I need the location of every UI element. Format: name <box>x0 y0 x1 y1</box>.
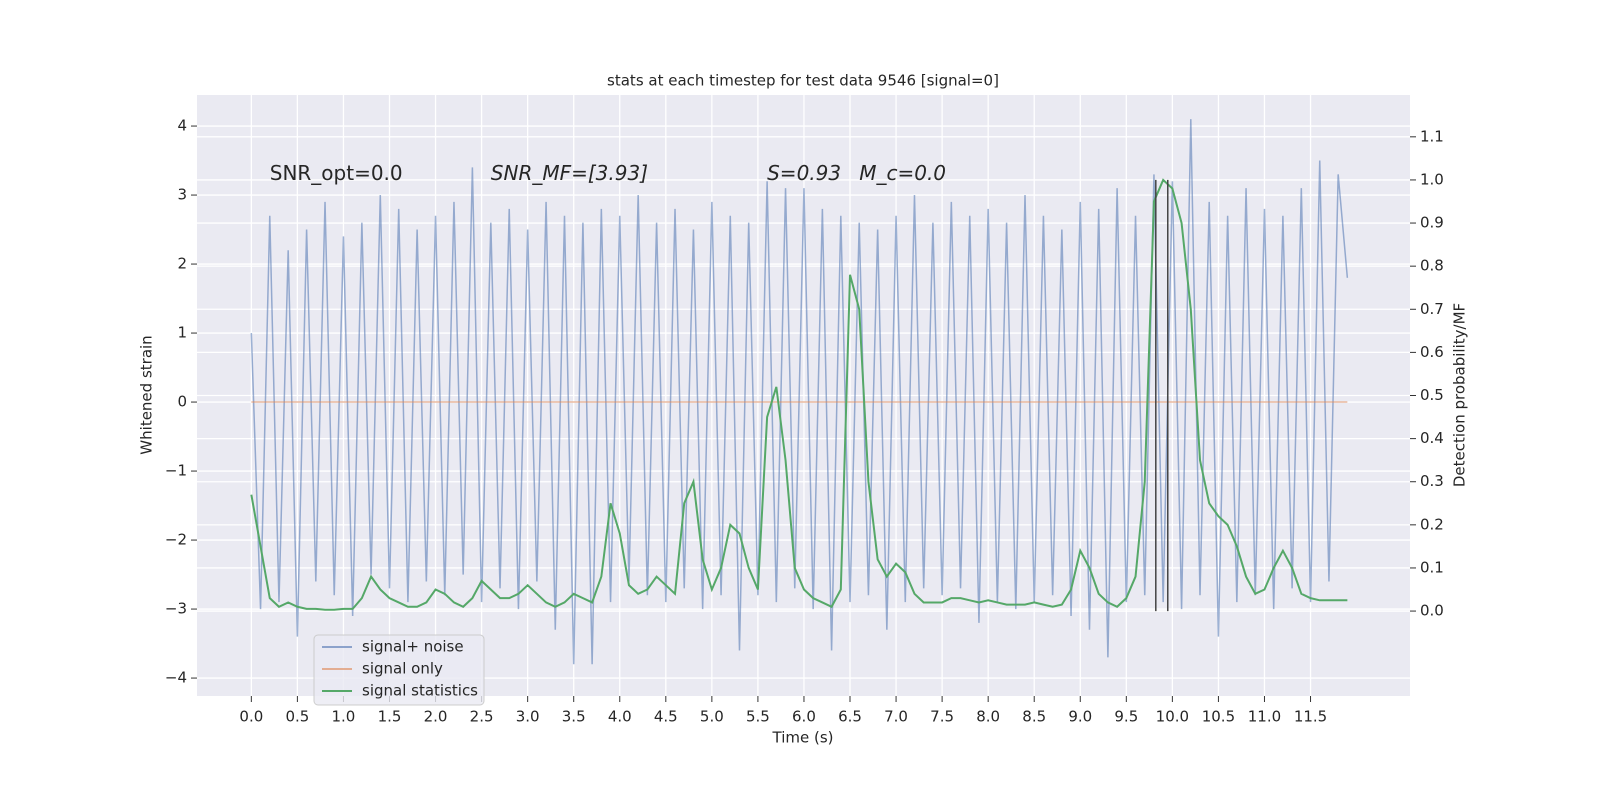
y-tick-label: 0 <box>177 393 187 411</box>
y2-tick-label: 1.1 <box>1420 127 1444 145</box>
annotation: SNR_MF=[3.93] <box>491 161 648 185</box>
x-tick-label: 7.0 <box>884 708 908 726</box>
x-tick-label: 1.5 <box>378 708 402 726</box>
y-tick-label: −1 <box>165 462 187 480</box>
y-tick-label: 3 <box>177 186 187 204</box>
y2-tick-label: 0.0 <box>1420 602 1444 620</box>
x-tick-label: 0.5 <box>285 708 309 726</box>
y2-tick-label: 0.1 <box>1420 558 1444 576</box>
x-tick-label: 2.0 <box>424 708 448 726</box>
y2-axis-label: Detection probability/MF <box>1451 303 1469 487</box>
y2-tick-label: 0.4 <box>1420 429 1444 447</box>
y2-tick-label: 0.9 <box>1420 214 1444 232</box>
legend-label: signal+ noise <box>362 638 464 656</box>
y2-tick-label: 1.0 <box>1420 170 1444 188</box>
y2-tick-label: 0.7 <box>1420 300 1444 318</box>
y-tick-label: −4 <box>165 669 187 687</box>
legend-box <box>313 634 485 706</box>
series-line <box>250 178 1348 611</box>
annotation: S=0.93 <box>767 161 841 185</box>
x-tick-label: 8.5 <box>1022 708 1046 726</box>
x-tick-label: 10.0 <box>1156 708 1189 726</box>
x-tick-label: 9.0 <box>1068 708 1092 726</box>
x-tick-label: 7.5 <box>930 708 954 726</box>
y-tick-label: −3 <box>165 600 187 618</box>
y2-tick-label: 0.3 <box>1420 472 1444 490</box>
x-tick-label: 6.0 <box>792 708 816 726</box>
legend-label: signal only <box>362 660 443 678</box>
annotation: SNR_opt=0.0 <box>270 161 403 185</box>
x-tick-label: 2.5 <box>470 708 494 726</box>
y-tick-label: 1 <box>177 324 187 342</box>
y-tick-label: −2 <box>165 531 187 549</box>
x-tick-label: 0.0 <box>239 708 263 726</box>
chart-title: stats at each timestep for test data 954… <box>607 72 999 90</box>
series-line <box>250 119 1349 665</box>
y2-tick-label: 0.5 <box>1420 386 1444 404</box>
y-axis-label: Whitened strain <box>138 335 156 454</box>
x-tick-label: 10.5 <box>1202 708 1235 726</box>
y-tick-label: 2 <box>177 255 187 273</box>
y2-tick-label: 0.2 <box>1420 515 1444 533</box>
x-tick-label: 9.5 <box>1114 708 1138 726</box>
x-tick-label: 4.0 <box>608 708 632 726</box>
x-tick-label: 1.0 <box>332 708 356 726</box>
x-tick-label: 3.5 <box>562 708 586 726</box>
x-tick-label: 5.0 <box>700 708 724 726</box>
y2-tick-label: 0.8 <box>1420 257 1444 275</box>
x-tick-label: 11.5 <box>1294 708 1327 726</box>
x-tick-label: 4.5 <box>654 708 678 726</box>
y2-tick-label: 0.6 <box>1420 343 1444 361</box>
x-tick-label: 8.0 <box>976 708 1000 726</box>
legend-label: signal statistics <box>362 682 478 700</box>
x-tick-label: 6.5 <box>838 708 862 726</box>
x-tick-label: 5.5 <box>746 708 770 726</box>
x-tick-label: 3.0 <box>516 708 540 726</box>
y-tick-label: 4 <box>177 117 187 135</box>
x-axis-label: Time (s) <box>772 729 834 747</box>
x-tick-label: 11.0 <box>1248 708 1281 726</box>
annotation: M_c=0.0 <box>859 161 946 185</box>
